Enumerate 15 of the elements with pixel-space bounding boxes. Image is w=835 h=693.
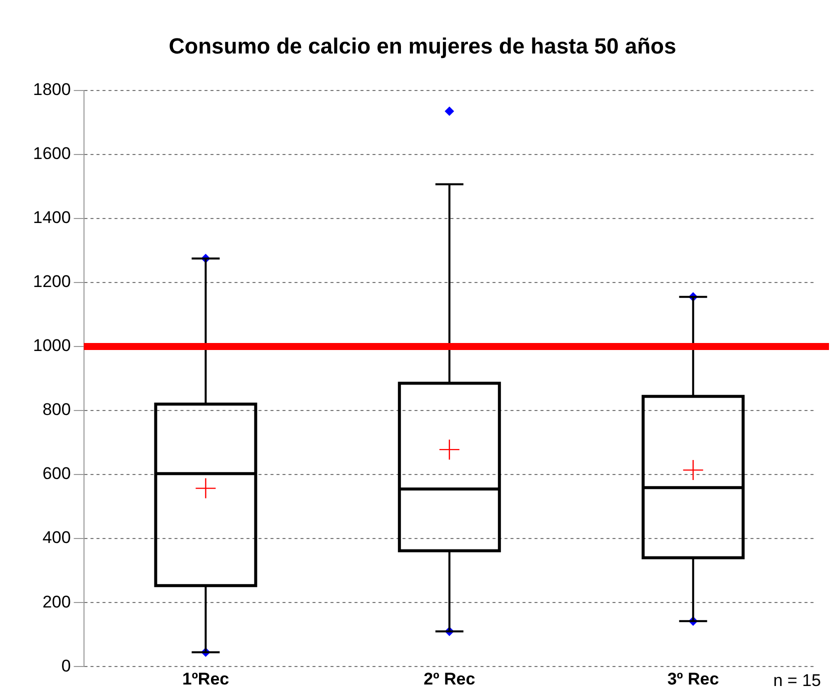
y-tick-label: 1400 — [32, 208, 71, 228]
x-tick-label: 3º Rec — [667, 669, 719, 688]
y-tick-label: 800 — [42, 400, 71, 420]
y-tick-label: 1600 — [32, 144, 71, 164]
y-tick-label: 400 — [42, 528, 71, 548]
x-tick-label: 2º Rec — [424, 669, 476, 688]
y-tick-label: 1800 — [32, 80, 71, 100]
y-tick-label: 600 — [42, 464, 71, 484]
y-tick-label: 0 — [61, 656, 71, 676]
y-tick-label: 200 — [42, 592, 71, 612]
x-tick-label: 1ºRec — [182, 669, 230, 688]
y-tick-label: 1200 — [32, 272, 71, 292]
y-tick-label: 1000 — [32, 336, 71, 356]
chart-title: Consumo de calcio en mujeres de hasta 50 años — [168, 33, 676, 58]
text: n = 15 — [773, 671, 821, 691]
